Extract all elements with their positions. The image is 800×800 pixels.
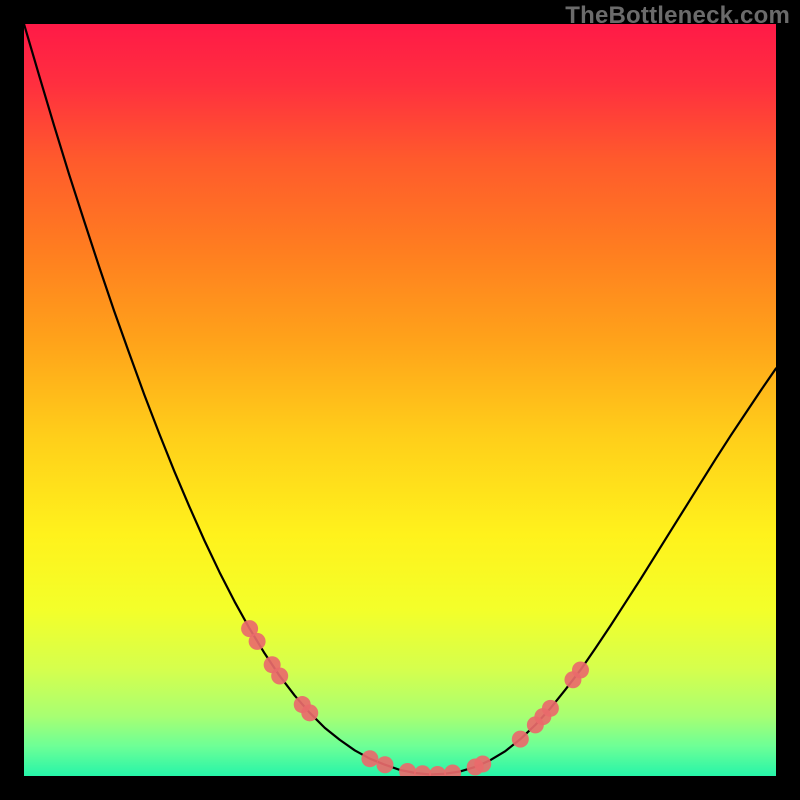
data-marker: [429, 766, 446, 776]
data-marker: [414, 765, 431, 776]
chart-plot-area: [24, 24, 776, 776]
data-marker: [294, 696, 311, 713]
chart-svg-layer: [24, 24, 776, 776]
data-marker: [271, 667, 288, 684]
marker-group: [241, 620, 589, 776]
attribution-watermark: TheBottleneck.com: [565, 2, 790, 30]
data-marker: [264, 656, 281, 673]
data-marker: [564, 671, 581, 688]
data-marker: [572, 661, 589, 678]
data-marker: [444, 764, 461, 776]
data-marker: [542, 700, 559, 717]
data-marker: [241, 620, 258, 637]
data-marker: [474, 755, 491, 772]
outer-frame: TheBottleneck.com: [0, 0, 800, 800]
data-marker: [467, 758, 484, 775]
data-marker: [376, 756, 393, 773]
bottleneck-curve: [24, 24, 776, 775]
data-marker: [527, 716, 544, 733]
data-marker: [399, 763, 416, 776]
data-marker: [512, 731, 529, 748]
data-marker: [361, 750, 378, 767]
data-marker: [249, 633, 266, 650]
data-marker: [301, 704, 318, 721]
data-marker: [534, 708, 551, 725]
